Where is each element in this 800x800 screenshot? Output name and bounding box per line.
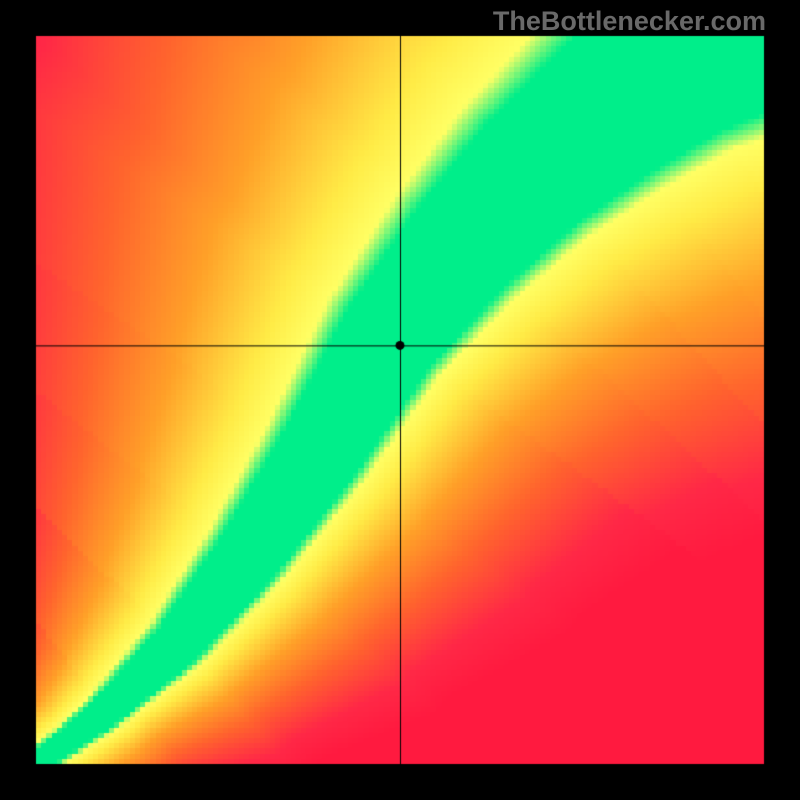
watermark-text: TheBottlenecker.com [493,6,766,37]
bottleneck-heatmap [0,0,800,800]
